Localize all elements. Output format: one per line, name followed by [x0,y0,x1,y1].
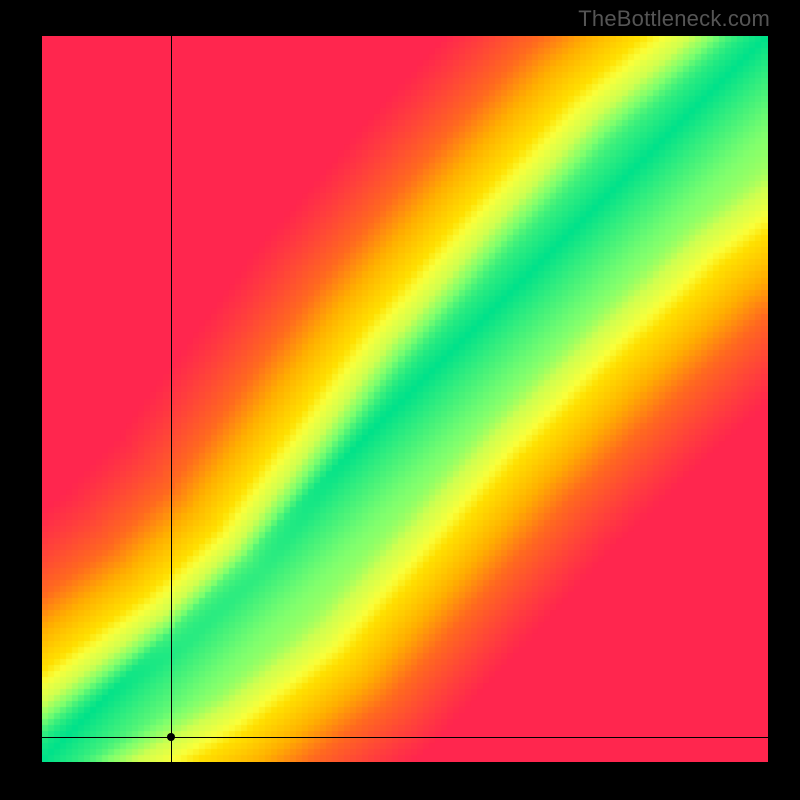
watermark-text: TheBottleneck.com [578,6,770,32]
crosshair-horizontal-line [42,737,768,738]
crosshair-marker-dot [167,733,175,741]
crosshair-vertical-line [171,36,172,762]
heatmap-canvas [42,36,768,762]
root-container: TheBottleneck.com [0,0,800,800]
heatmap-plot-area [42,36,768,762]
